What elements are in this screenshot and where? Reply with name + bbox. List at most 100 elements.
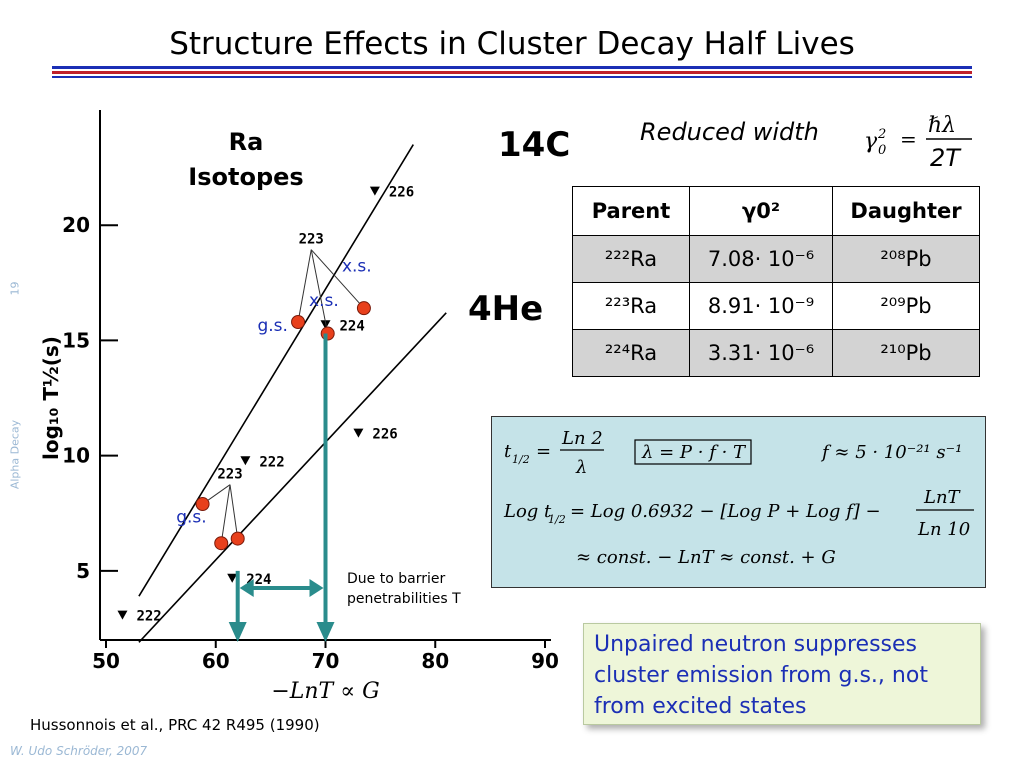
x-tick-label: 80	[421, 649, 449, 673]
isotope-connector	[220, 484, 231, 544]
x-tick-label: 70	[312, 649, 340, 673]
x-tick-label: 90	[531, 649, 559, 673]
y-axis-label: log₁₀ T½(s)	[39, 336, 63, 460]
note-text: Unpaired neutron suppresses cluster emis…	[594, 632, 928, 719]
slide-title: Structure Effects in Cluster Decay Half …	[169, 26, 855, 62]
fraction-numerator: ℏλ	[928, 113, 956, 138]
table-cell-daughter: ²⁰⁹Pb	[832, 282, 980, 330]
half-life-subscript: 1/2	[512, 453, 530, 466]
isotope-connector	[297, 249, 312, 323]
ra-label-line2: Isotopes	[188, 163, 303, 191]
data-point-marker	[353, 428, 364, 438]
data-point-marker	[369, 186, 380, 196]
isotope-connector	[229, 484, 239, 539]
data-point-label: 222	[259, 454, 284, 470]
reduced-width-formula: Reduced width	[640, 118, 819, 146]
ra-label-line1: Ra	[229, 128, 264, 156]
reference-citation: Hussonnois et al., PRC 42 R495 (1990)	[30, 716, 320, 734]
he4-trend-line	[138, 312, 447, 643]
y-tick-label: 10	[62, 444, 90, 468]
xs-label-upper-b: x.s.	[342, 256, 372, 276]
gamma-superscript: 2	[877, 127, 886, 142]
annotation-line1: Due to barrier	[347, 571, 445, 587]
decay-constant-formula: λ = P · f · T	[641, 442, 747, 463]
decay-constant-box	[634, 439, 752, 465]
gs-label-lower: g.s.	[176, 507, 206, 527]
annotation-line2: penetrabilities T	[347, 591, 461, 607]
table-cell-gamma: 7.08· 10⁻⁶	[689, 235, 833, 283]
reduced-width-table: Parent γ0² Daughter ²²²Ra 7.08· 10⁻⁶ ²⁰⁸…	[572, 186, 980, 377]
data-point-label: 226	[389, 185, 414, 201]
arrow-head-horizontal-right	[309, 579, 324, 597]
reduced-width-equation: γ 2 0 = ℏλ 2T	[864, 113, 972, 172]
equals-sign: =	[900, 127, 917, 151]
xs-label-upper-a: x.s.	[309, 291, 339, 311]
title-rule-blue-lower	[52, 76, 972, 78]
log-constant-term: = Log 0.6932 − [Log P + Log f] −	[570, 501, 881, 522]
table-row: ²²²Ra 7.08· 10⁻⁶ ²⁰⁸Pb	[572, 235, 980, 283]
gamma-symbol: γ	[864, 129, 878, 154]
half-life-symbol: t	[504, 441, 512, 462]
he4-label: 4He	[468, 289, 543, 329]
isotope-223-label-lower: 223	[217, 467, 242, 483]
lambda-denominator: λ	[575, 457, 587, 478]
fraction-denominator: 2T	[930, 144, 962, 172]
approximation-formula: ≈ const. − LnT ≈ const. + G	[576, 547, 836, 568]
lnt-numerator: LnT	[923, 487, 962, 508]
table-header-daughter: Daughter	[832, 186, 980, 236]
table-cell-parent: ²²²Ra	[572, 235, 690, 283]
isotope-223-point	[214, 536, 229, 551]
ln2-numerator: Ln 2	[561, 428, 603, 449]
table-header-parent: Parent	[572, 186, 690, 236]
isotope-223-label-upper: 223	[299, 232, 324, 248]
data-point-label: 222	[136, 609, 161, 625]
formula-equations: t 1/2 = Ln 2 λ λ = P · f · T f ≈ 5 · 10⁻…	[503, 428, 974, 568]
gamma-subscript: 0	[878, 143, 886, 158]
table-cell-daughter: ²⁰⁸Pb	[832, 235, 980, 283]
formula-box: t 1/2 = Ln 2 λ λ = P · f · T f ≈ 5 · 10⁻…	[491, 416, 986, 588]
table-row: ²²⁴Ra 3.31· 10⁻⁶ ²¹⁰Pb	[572, 329, 980, 377]
arrow-head-left	[228, 622, 247, 642]
equals-sign: =	[536, 441, 551, 462]
table-cell-parent: ²²³Ra	[572, 282, 690, 330]
data-point-marker	[227, 573, 238, 583]
isotope-223-point	[195, 497, 210, 512]
table-cell-daughter: ²¹⁰Pb	[832, 329, 980, 377]
x-axis-label: −LnT ∝ G	[271, 679, 379, 704]
x-tick-label: 50	[92, 649, 120, 673]
c14-trend-line	[138, 144, 414, 597]
title-rule-blue	[52, 66, 972, 69]
data-point-marker	[240, 456, 251, 466]
ln10-denominator: Ln 10	[917, 519, 970, 540]
x-tick-label: 60	[202, 649, 230, 673]
reduced-width-label: Reduced width	[640, 118, 819, 146]
table-header-gamma: γ0²	[689, 186, 833, 236]
table-cell-gamma: 3.31· 10⁻⁶	[689, 329, 833, 377]
table-row: ²²³Ra 8.91· 10⁻⁹ ²⁰⁹Pb	[572, 282, 980, 330]
data-point-label: 224	[340, 318, 365, 334]
c14-label: 14C	[498, 125, 570, 165]
note-box: Unpaired neutron suppresses cluster emis…	[583, 623, 981, 725]
y-tick-label: 15	[62, 328, 90, 352]
table-cell-gamma: 8.91· 10⁻⁹	[689, 282, 833, 330]
arrow-head-right	[316, 622, 335, 642]
data-point-label: 226	[372, 427, 397, 443]
isotope-connector	[310, 249, 365, 309]
isotope-223-point	[356, 301, 371, 316]
y-tick-label: 20	[62, 213, 90, 237]
log-half-life-formula: Log t	[503, 501, 552, 522]
isotope-223-point	[320, 326, 335, 341]
arrow-head-horizontal-left	[239, 579, 254, 597]
isotope-connector	[310, 249, 329, 334]
data-point-marker	[117, 610, 128, 620]
gs-label-upper: g.s.	[257, 316, 287, 336]
frequency-formula: f ≈ 5 · 10⁻²¹ s⁻¹	[820, 442, 962, 463]
author-credit: W. Udo Schröder, 2007	[10, 744, 148, 758]
log-half-life-subscript: 1/2	[548, 513, 566, 526]
y-tick-label: 5	[76, 559, 90, 583]
table-cell-parent: ²²⁴Ra	[572, 329, 690, 377]
isotope-223-point	[230, 531, 245, 546]
title-rule-red	[52, 71, 972, 74]
isotope-223-point	[291, 315, 306, 329]
